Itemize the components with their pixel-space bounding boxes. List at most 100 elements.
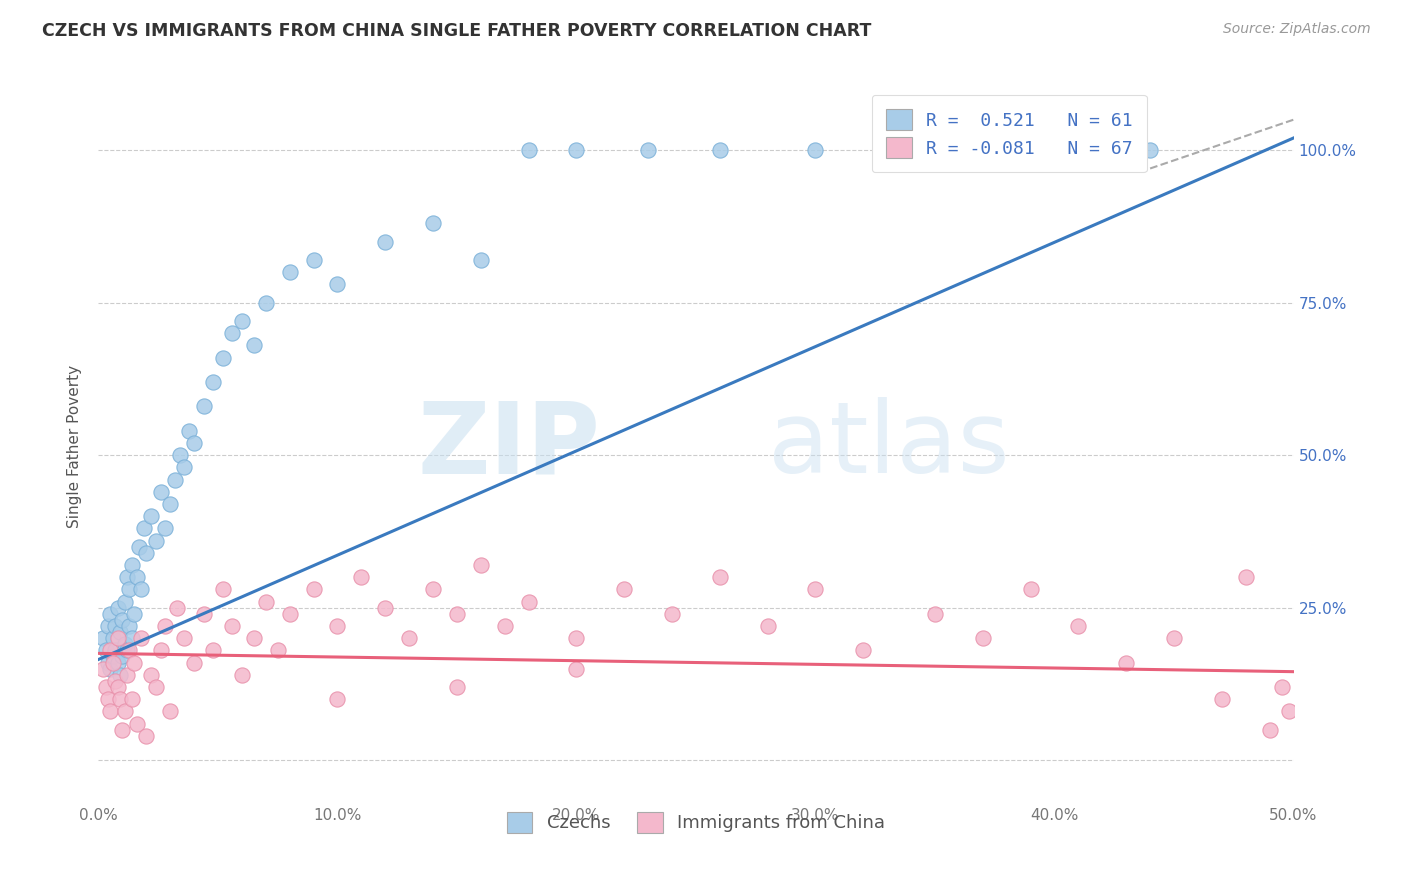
Point [804, 143, 827, 157]
Point [278, 265, 301, 279]
Point [159, 704, 181, 718]
Point [145, 680, 167, 694]
Point [900, 143, 922, 157]
Point [267, 643, 290, 657]
Point [637, 143, 659, 157]
Point [131, 582, 153, 597]
Point [254, 295, 277, 310]
Point [179, 424, 201, 438]
Point [302, 252, 325, 267]
Point [1234, 570, 1257, 584]
Point [104, 673, 127, 688]
Point [139, 509, 162, 524]
Point [350, 570, 373, 584]
Point [98, 662, 122, 676]
Point [91, 631, 114, 645]
Point [193, 607, 215, 621]
Point [193, 400, 215, 414]
Point [278, 607, 301, 621]
Point [446, 607, 468, 621]
Point [125, 570, 148, 584]
Text: ZIP: ZIP [418, 398, 600, 494]
Point [221, 326, 243, 341]
Point [149, 643, 172, 657]
Point [111, 723, 134, 737]
Point [145, 533, 167, 548]
Point [101, 631, 124, 645]
Point [115, 570, 138, 584]
Point [326, 619, 349, 633]
Point [101, 656, 124, 670]
Point [422, 216, 444, 230]
Point [326, 277, 349, 292]
Point [1139, 143, 1161, 157]
Point [111, 613, 134, 627]
Point [1211, 692, 1233, 706]
Point [183, 656, 205, 670]
Point [231, 314, 253, 328]
Point [91, 662, 114, 676]
Point [446, 680, 468, 694]
Point [97, 692, 120, 706]
Point [114, 704, 136, 718]
Point [517, 594, 540, 608]
Point [972, 631, 994, 645]
Point [118, 582, 141, 597]
Point [131, 631, 153, 645]
Point [211, 582, 233, 597]
Point [565, 662, 588, 676]
Point [202, 375, 225, 389]
Point [121, 631, 143, 645]
Point [97, 656, 120, 670]
Point [1067, 619, 1090, 633]
Point [565, 631, 588, 645]
Point [104, 643, 127, 657]
Point [173, 460, 195, 475]
Point [135, 546, 157, 560]
Text: atlas: atlas [768, 398, 1010, 494]
Point [1271, 680, 1294, 694]
Point [118, 643, 141, 657]
Point [155, 521, 177, 535]
Point [118, 619, 141, 633]
Point [108, 667, 131, 681]
Legend: Czechs, Immigrants from China: Czechs, Immigrants from China [492, 797, 900, 847]
Point [173, 631, 195, 645]
Y-axis label: Single Father Poverty: Single Father Poverty [67, 365, 83, 527]
Point [326, 692, 349, 706]
Point [132, 521, 155, 535]
Point [613, 582, 636, 597]
Point [852, 643, 875, 657]
Point [94, 643, 117, 657]
Point [398, 631, 420, 645]
Point [169, 448, 191, 462]
Point [128, 540, 150, 554]
Point [104, 619, 127, 633]
Point [97, 619, 120, 633]
Point [1115, 656, 1137, 670]
Point [115, 643, 138, 657]
Point [166, 600, 188, 615]
Point [114, 594, 136, 608]
Point [183, 436, 205, 450]
Point [709, 570, 731, 584]
Point [155, 619, 177, 633]
Point [924, 607, 946, 621]
Point [661, 607, 683, 621]
Point [374, 235, 396, 249]
Point [139, 667, 162, 681]
Point [107, 631, 129, 645]
Point [1019, 582, 1042, 597]
Point [108, 692, 131, 706]
Point [1258, 723, 1281, 737]
Point [111, 649, 134, 664]
Point [124, 656, 146, 670]
Point [115, 667, 138, 681]
Point [374, 600, 396, 615]
Point [202, 643, 225, 657]
Point [125, 716, 148, 731]
Point [243, 338, 266, 352]
Point [1278, 704, 1301, 718]
Point [107, 656, 129, 670]
Point [221, 619, 243, 633]
